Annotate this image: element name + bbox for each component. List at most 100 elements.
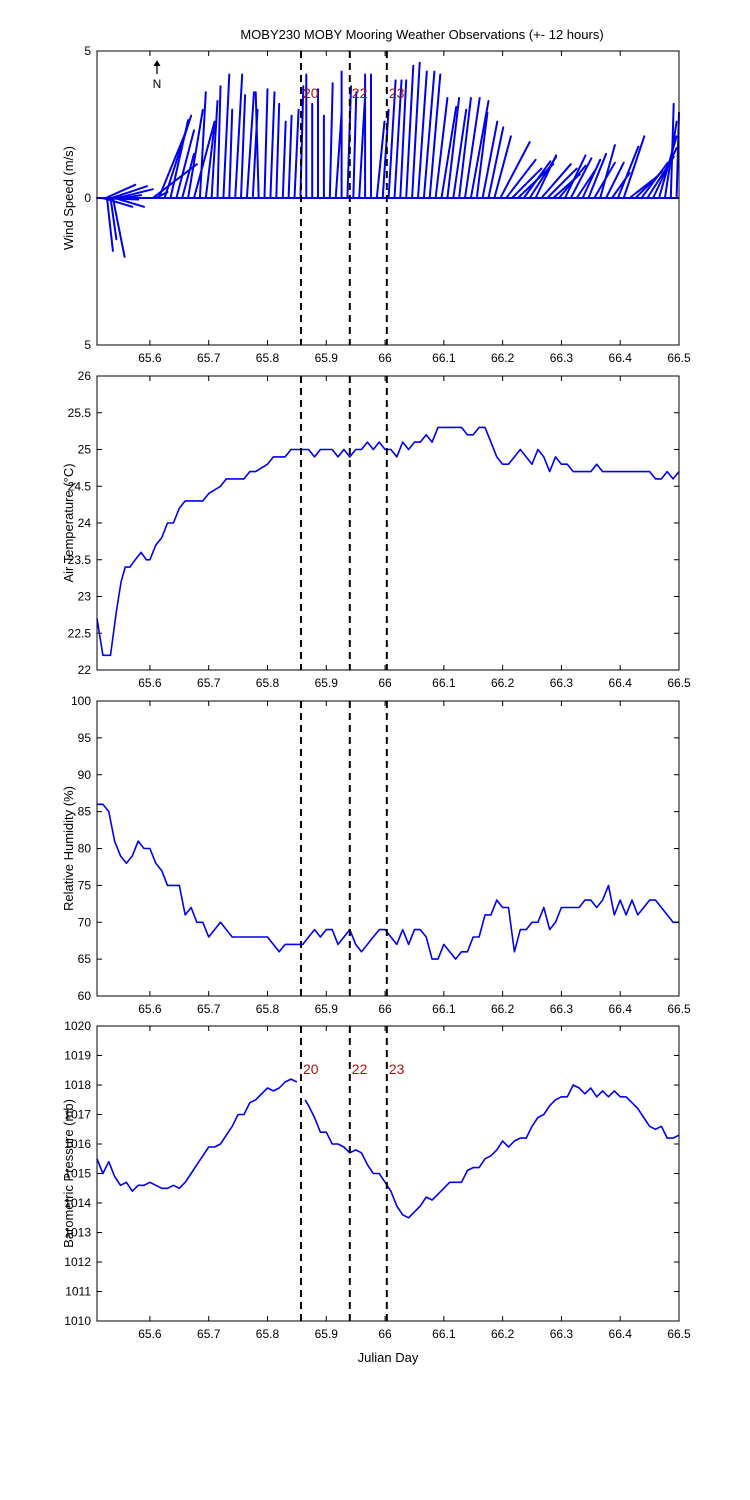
north-arrowhead-icon bbox=[153, 60, 161, 66]
y-tick-label: 25 bbox=[78, 443, 92, 457]
chart-title: MOBY230 MOBY Mooring Weather Observation… bbox=[240, 27, 603, 42]
wind-vector bbox=[187, 108, 204, 199]
y-tick-label: 75 bbox=[78, 878, 92, 892]
y-tick-label: 1015 bbox=[64, 1167, 91, 1181]
x-tick-label: 66.3 bbox=[550, 1002, 574, 1016]
y-tick-label: 23 bbox=[78, 590, 92, 604]
wind-vector bbox=[234, 73, 244, 199]
airtemp-panel: 65.6 65.7 65.8 65.9 66 66.1 66.2 66.3 66.4 66.5 22… bbox=[61, 369, 691, 690]
wind-vector bbox=[505, 158, 537, 199]
y-tick-label: 90 bbox=[78, 768, 92, 782]
y-tick-label: 5 bbox=[84, 338, 91, 352]
wind-vector bbox=[210, 100, 219, 199]
wind-vector bbox=[475, 111, 489, 199]
wind-vector bbox=[387, 79, 397, 199]
humidity-series-line bbox=[97, 803, 679, 960]
wind-vector bbox=[393, 79, 403, 199]
wind-vector bbox=[469, 100, 490, 199]
wind-panel: 20 22 23 65.6 65.7 65.8 65.9 66 66.1 66.2 66.3 66.4… bbox=[61, 44, 691, 365]
x-tick-label: 66 bbox=[378, 1327, 392, 1341]
y-tick-label: 1019 bbox=[64, 1049, 91, 1063]
x-tick-label: 65.9 bbox=[315, 1327, 339, 1341]
y-tick-label: 25.5 bbox=[68, 406, 92, 420]
x-tick-label: 65.7 bbox=[197, 1327, 221, 1341]
wind-vector bbox=[616, 145, 640, 199]
y-tick-label: 65 bbox=[78, 952, 92, 966]
wind-vector bbox=[493, 135, 512, 199]
x-tick-label: 65.9 bbox=[315, 676, 339, 690]
wind-vector bbox=[198, 91, 207, 199]
x-tick-label: 65.8 bbox=[256, 676, 280, 690]
y-axis-label: Relative Humidity (%) bbox=[61, 786, 76, 911]
humidity-panel: 65.6 65.7 65.8 65.9 66 66.1 66.2 66.3 66.4 66.5 60… bbox=[61, 694, 691, 1016]
y-tick-label: 85 bbox=[78, 805, 92, 819]
wind-vector bbox=[522, 160, 552, 199]
x-tick-label: 66.4 bbox=[609, 1327, 633, 1341]
y-tick-label: 1014 bbox=[64, 1196, 91, 1210]
wind-vector bbox=[411, 61, 421, 199]
x-tick-label: 65.7 bbox=[197, 351, 221, 365]
wind-vector bbox=[240, 94, 247, 199]
airtemp-series-line bbox=[96, 426, 680, 657]
wind-vector bbox=[181, 152, 195, 199]
wind-vector bbox=[658, 135, 678, 199]
x-tick-label: 65.9 bbox=[315, 1002, 339, 1016]
y-tick-label: 1016 bbox=[64, 1137, 91, 1151]
wind-vector bbox=[109, 197, 118, 241]
wind-vector bbox=[216, 85, 222, 199]
wind-vector bbox=[417, 70, 428, 199]
y-tick-label: 60 bbox=[78, 989, 92, 1003]
wind-vector bbox=[110, 185, 148, 199]
event-marker-label: 20 bbox=[303, 1061, 319, 1077]
x-tick-label: 66.2 bbox=[491, 1002, 515, 1016]
x-tick-label: 65.7 bbox=[197, 676, 221, 690]
wind-vector bbox=[269, 91, 276, 199]
north-label: N bbox=[153, 77, 162, 91]
wind-vector bbox=[434, 97, 449, 199]
x-tick-label: 66.1 bbox=[432, 676, 456, 690]
wind-vector bbox=[106, 197, 114, 252]
panels: 20 22 23 65.6 65.7 65.8 65.9 66 66.1 66.2 66.3 66.4… bbox=[61, 44, 691, 1365]
x-tick-label: 66 bbox=[378, 351, 392, 365]
wind-vector bbox=[428, 73, 442, 199]
wind-vector bbox=[157, 132, 187, 199]
x-tick-label: 66.3 bbox=[550, 676, 574, 690]
wind-vector bbox=[222, 73, 231, 199]
wind-vector bbox=[422, 70, 436, 199]
y-tick-label: 1020 bbox=[64, 1019, 91, 1033]
x-tick-label: 65.6 bbox=[138, 351, 162, 365]
wind-vector bbox=[487, 126, 505, 199]
x-tick-label: 66.1 bbox=[432, 351, 456, 365]
y-tick-label: 22 bbox=[78, 663, 92, 677]
y-tick-label: 1013 bbox=[64, 1226, 91, 1240]
wind-vector bbox=[575, 170, 596, 199]
y-tick-label: 1010 bbox=[64, 1314, 91, 1328]
wind-vector bbox=[511, 167, 543, 199]
wind-vector bbox=[352, 91, 358, 199]
wind-vector bbox=[375, 120, 386, 199]
wind-vector bbox=[669, 102, 675, 199]
event-marker-label: 23 bbox=[389, 85, 405, 101]
y-tick-label: 100 bbox=[71, 694, 91, 708]
x-tick-label: 65.8 bbox=[256, 351, 280, 365]
axes-frame bbox=[96, 375, 680, 671]
wind-vector bbox=[245, 91, 255, 199]
wind-vector bbox=[275, 102, 281, 199]
wind-vector bbox=[293, 108, 300, 199]
wind-vector bbox=[640, 161, 669, 199]
x-tick-label: 65.8 bbox=[256, 1327, 280, 1341]
north-indicator: N bbox=[153, 60, 162, 91]
y-axis-label: Air Temperature (°C) bbox=[61, 463, 76, 582]
y-axis-label: Barometric Pressure (mb) bbox=[61, 1099, 76, 1248]
x-tick-label: 66.2 bbox=[491, 1327, 515, 1341]
x-tick-label: 66.3 bbox=[550, 1327, 574, 1341]
wind-vector bbox=[254, 91, 260, 199]
y-tick-label: 23.5 bbox=[68, 553, 92, 567]
wind-vector bbox=[399, 79, 408, 199]
wind-vector bbox=[663, 120, 678, 199]
y-tick-label: 70 bbox=[78, 915, 92, 929]
wind-vector bbox=[464, 97, 481, 199]
y-tick-label: 24 bbox=[78, 516, 92, 530]
y-tick-label: 24.5 bbox=[68, 479, 92, 493]
